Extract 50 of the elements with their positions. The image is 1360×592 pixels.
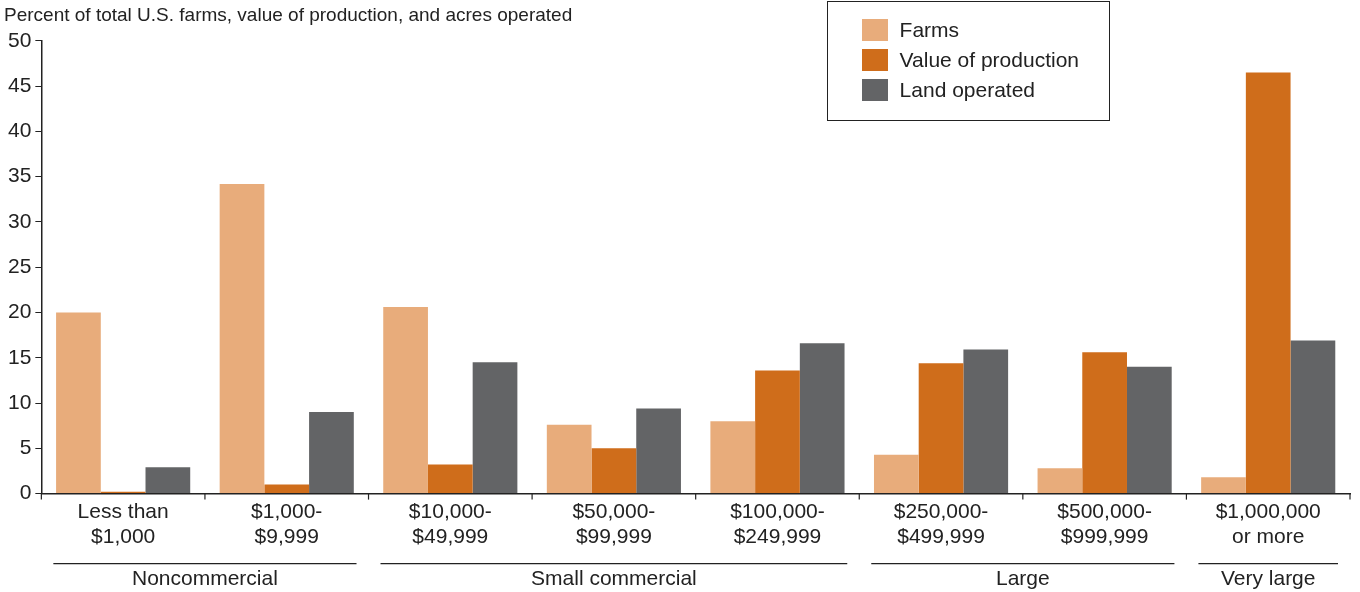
text: Very large bbox=[1220, 566, 1316, 590]
text: Small commercial bbox=[531, 566, 697, 590]
bar bbox=[755, 370, 800, 494]
bar bbox=[918, 363, 964, 494]
y-tick-label: 5 bbox=[19, 435, 32, 459]
bar bbox=[309, 412, 354, 494]
bar bbox=[1037, 468, 1083, 494]
x-tick-label: $500,000- $999,999 bbox=[1057, 499, 1152, 548]
bar bbox=[472, 362, 518, 494]
y-tick-label: 50 bbox=[8, 27, 32, 51]
x-tick-label: $100,000- $249,999 bbox=[730, 499, 825, 548]
bar bbox=[636, 408, 681, 494]
x-tick-label: $1,000,000 or more bbox=[1215, 499, 1321, 548]
y-tick-label: 20 bbox=[8, 299, 32, 323]
bar bbox=[383, 307, 428, 494]
bar bbox=[710, 421, 756, 494]
legend-label: Value of production bbox=[899, 47, 1079, 72]
bar bbox=[219, 183, 265, 494]
x-tick-label: Less than $1,000 bbox=[77, 499, 169, 548]
bar bbox=[1082, 352, 1127, 494]
legend-label: Farms bbox=[899, 17, 960, 42]
y-tick-label: 15 bbox=[8, 344, 32, 368]
chart-title: Percent of total U.S. farms, value of production, and acres operated bbox=[4, 3, 573, 25]
bar bbox=[1290, 340, 1336, 494]
y-tick-label: 25 bbox=[8, 254, 32, 277]
y-tick-label: 0 bbox=[19, 480, 32, 504]
text: Noncommercial bbox=[132, 566, 278, 590]
bar bbox=[546, 424, 592, 494]
bar bbox=[1126, 366, 1172, 494]
bar bbox=[799, 343, 845, 494]
bar bbox=[1201, 477, 1246, 494]
y-tick-label: 40 bbox=[8, 118, 32, 142]
text: Large bbox=[995, 566, 1050, 590]
bar bbox=[264, 484, 310, 494]
bar bbox=[56, 312, 101, 494]
bar bbox=[591, 448, 637, 494]
legend-label: Land operated bbox=[899, 77, 1036, 102]
bar bbox=[1245, 72, 1291, 494]
y-tick-label: 35 bbox=[8, 163, 32, 187]
x-tick-label: $10,000- $49,999 bbox=[408, 499, 492, 548]
bar bbox=[963, 349, 1009, 494]
x-tick-label: $1,000- $9,999 bbox=[251, 499, 323, 548]
x-tick-label: $250,000- $499,999 bbox=[893, 499, 989, 548]
x-tick-label: $50,000- $99,999 bbox=[572, 499, 656, 548]
y-tick-label: 10 bbox=[8, 389, 32, 413]
bar bbox=[873, 454, 919, 494]
y-tick-label: 30 bbox=[8, 208, 32, 232]
bar bbox=[427, 464, 473, 494]
bar bbox=[145, 467, 191, 494]
y-tick-label: 45 bbox=[8, 72, 32, 96]
